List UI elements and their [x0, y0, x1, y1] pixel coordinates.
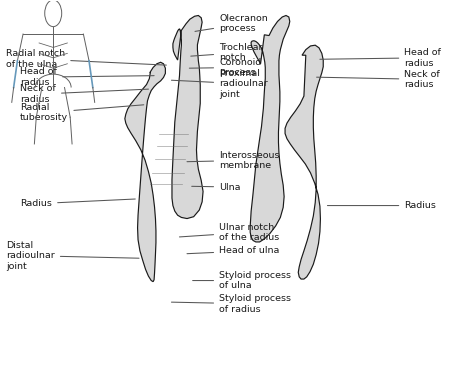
Text: Ulna: Ulna: [191, 183, 241, 191]
Text: Head of
radius: Head of radius: [20, 67, 154, 87]
Text: Neck of
radius: Neck of radius: [317, 70, 440, 89]
Text: Radius: Radius: [20, 199, 135, 208]
Text: Styloid process
of radius: Styloid process of radius: [172, 294, 291, 314]
Text: Ulnar notch
of the radius: Ulnar notch of the radius: [180, 223, 279, 242]
Polygon shape: [285, 45, 323, 279]
Polygon shape: [125, 62, 165, 282]
Text: Radial notch
of the ulna: Radial notch of the ulna: [6, 49, 166, 68]
Text: Head of ulna: Head of ulna: [187, 246, 280, 255]
Text: Proximal
radioulnar
joint: Proximal radioulnar joint: [172, 69, 268, 99]
Polygon shape: [172, 15, 203, 218]
Text: Neck of
radius: Neck of radius: [20, 85, 148, 104]
Text: Olecranon
process: Olecranon process: [195, 14, 268, 33]
Text: Interosseous
membrane: Interosseous membrane: [187, 151, 280, 170]
Text: Distal
radioulnar
joint: Distal radioulnar joint: [6, 241, 139, 270]
Text: Radial
tuberosity: Radial tuberosity: [20, 103, 144, 122]
Text: Radius: Radius: [328, 201, 436, 210]
Polygon shape: [250, 15, 290, 242]
Text: Head of
radius: Head of radius: [320, 48, 441, 68]
Text: Coronoid
process: Coronoid process: [189, 58, 261, 77]
Text: Trochlear
notch: Trochlear notch: [191, 43, 263, 62]
Text: Styloid process
of ulna: Styloid process of ulna: [192, 271, 291, 290]
